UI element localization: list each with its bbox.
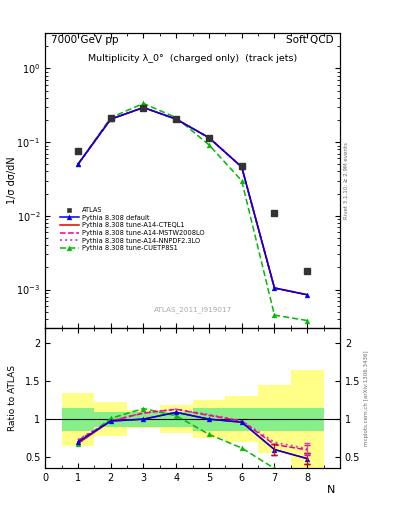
X-axis label: N: N <box>327 485 335 495</box>
Y-axis label: mcplots.cern.ch [arXiv:1306.3436]: mcplots.cern.ch [arXiv:1306.3436] <box>364 351 369 446</box>
Text: Multiplicity λ_0°  (charged only)  (track jets): Multiplicity λ_0° (charged only) (track … <box>88 54 297 63</box>
Y-axis label: Rivet 3.1.10; ≥ 2.9M events: Rivet 3.1.10; ≥ 2.9M events <box>344 142 349 219</box>
Y-axis label: Ratio to ATLAS: Ratio to ATLAS <box>8 365 17 431</box>
Text: Soft QCD: Soft QCD <box>286 35 334 45</box>
Legend: ATLAS, Pythia 8.308 default, Pythia 8.308 tune-A14-CTEQL1, Pythia 8.308 tune-A14: ATLAS, Pythia 8.308 default, Pythia 8.30… <box>57 204 208 254</box>
Y-axis label: 1/σ dσ/dN: 1/σ dσ/dN <box>7 157 17 204</box>
Text: 7000 GeV pp: 7000 GeV pp <box>51 35 119 45</box>
Text: ATLAS_2011_I919017: ATLAS_2011_I919017 <box>153 307 232 313</box>
